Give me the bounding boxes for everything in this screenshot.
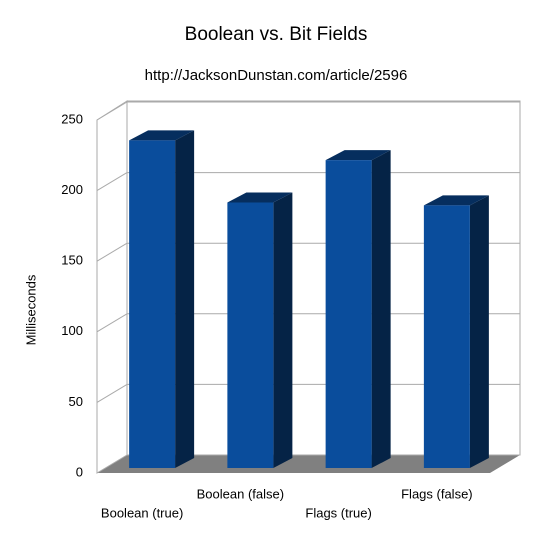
bar-side xyxy=(371,150,391,468)
grid-line xyxy=(96,101,128,121)
bar-top xyxy=(325,150,391,161)
bar-side xyxy=(273,192,293,468)
bar-top xyxy=(227,192,293,203)
bar xyxy=(325,150,391,468)
x-tick-label: Boolean (true) xyxy=(101,505,183,520)
y-tick-label: 150 xyxy=(61,253,83,268)
y-tick-label: 100 xyxy=(61,323,83,338)
bar xyxy=(423,195,489,469)
x-tick-label: Flags (true) xyxy=(305,505,371,520)
y-axis-label: Milliseconds xyxy=(23,274,38,345)
grid-line xyxy=(96,242,128,262)
y-tick-label: 250 xyxy=(61,111,83,126)
y-tick-label: 0 xyxy=(76,464,83,479)
x-tick-label: Boolean (false) xyxy=(197,486,284,501)
grid-line xyxy=(96,172,128,192)
bar-front xyxy=(325,160,372,468)
bar-front xyxy=(227,202,274,468)
y-tick-label: 50 xyxy=(69,394,83,409)
chart-subtitle: http://JacksonDunstan.com/article/2596 xyxy=(145,67,408,84)
grid-line xyxy=(96,313,128,333)
y-tick-label: 200 xyxy=(61,182,83,197)
bar xyxy=(129,130,195,468)
bar-front xyxy=(129,140,176,468)
grid-line xyxy=(96,383,128,403)
bar-side xyxy=(175,130,195,468)
bar-front xyxy=(423,205,470,469)
side-wall xyxy=(96,100,128,474)
bar-top xyxy=(129,130,195,141)
bar xyxy=(227,192,293,468)
bar-side xyxy=(469,195,489,469)
x-tick-label: Flags (false) xyxy=(401,486,473,501)
floor xyxy=(97,455,520,473)
bar-top xyxy=(423,195,489,206)
chart-title: Boolean vs. Bit Fields xyxy=(185,24,368,45)
